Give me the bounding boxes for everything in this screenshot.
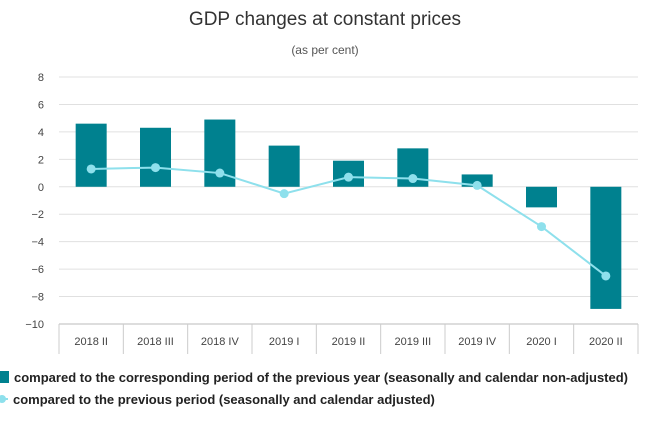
x-tick-label: 2018 II bbox=[74, 336, 108, 348]
bar bbox=[590, 186, 622, 309]
line-point bbox=[601, 271, 611, 281]
y-tick-label: −6 bbox=[31, 264, 44, 276]
line-point bbox=[344, 172, 353, 182]
y-tick-label: −2 bbox=[31, 209, 44, 221]
chart-subtitle: (as per cent) bbox=[291, 43, 359, 57]
bar bbox=[268, 145, 300, 187]
legend-item-yoy[interactable]: compared to the corresponding period of … bbox=[0, 370, 650, 390]
x-tick-label: 2018 IV bbox=[201, 336, 240, 348]
bar bbox=[75, 123, 107, 187]
tick-labels: 8 6 4 2 0 −2 −4 −6 −8 −10 2018 II 2018 III 2018 IV 20… bbox=[25, 72, 622, 348]
line-series bbox=[86, 163, 611, 281]
x-tick-label: 2018 III bbox=[137, 336, 174, 348]
legend-label-yoy: compared to the corresponding period of … bbox=[14, 370, 629, 385]
line-point bbox=[537, 222, 546, 232]
y-tick-label: 4 bbox=[38, 127, 44, 139]
x-tick-label: 2020 I bbox=[526, 336, 557, 348]
legend-label-qoq: compared to the previous period (seasona… bbox=[13, 392, 435, 407]
y-tick-label: −4 bbox=[31, 237, 44, 249]
bar-series bbox=[75, 119, 622, 309]
line-point bbox=[472, 180, 482, 190]
x-tick-label: 2019 III bbox=[394, 336, 431, 348]
x-tick-label: 2019 IV bbox=[458, 336, 497, 348]
bar bbox=[140, 127, 171, 187]
line-point bbox=[408, 174, 418, 184]
y-tick-label: −10 bbox=[25, 319, 44, 331]
chart-title: GDP changes at constant prices bbox=[188, 9, 462, 30]
line-point bbox=[279, 189, 289, 199]
y-tick-label: −8 bbox=[31, 292, 44, 304]
bar bbox=[526, 186, 557, 208]
legend-bar-swatch-icon bbox=[0, 371, 9, 383]
line-point bbox=[86, 164, 96, 174]
y-tick-label: 6 bbox=[38, 99, 44, 111]
x-tick-label: 2019 II bbox=[332, 336, 366, 348]
y-tick-label: 8 bbox=[38, 72, 44, 84]
x-tick-label: 2019 I bbox=[269, 336, 300, 348]
x-axis bbox=[58, 323, 639, 354]
y-tick-label: 0 bbox=[38, 182, 44, 194]
y-tick-label: 2 bbox=[38, 154, 44, 166]
line-point bbox=[215, 168, 225, 178]
x-tick-label: 2020 II bbox=[589, 336, 623, 348]
legend-item-qoq[interactable]: compared to the previous period (seasona… bbox=[0, 392, 648, 412]
line-point bbox=[151, 163, 160, 173]
legend-line-swatch-icon bbox=[0, 393, 8, 405]
